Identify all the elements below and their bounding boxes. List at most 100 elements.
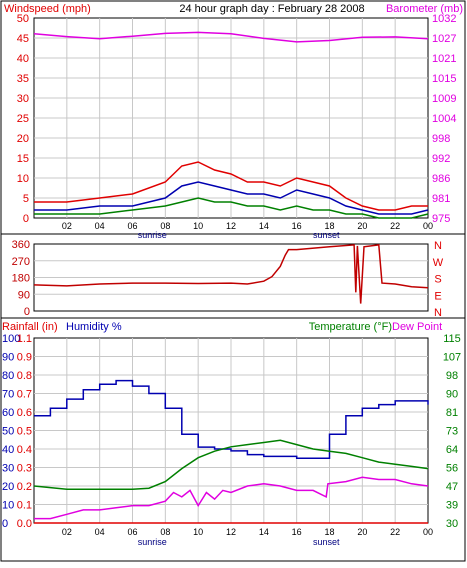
temp-tick-label: 98 [446, 370, 458, 382]
direction-tick-label: 270 [12, 256, 30, 268]
compass-label: N [434, 240, 442, 252]
rain-tick-label: 0.4 [17, 444, 32, 456]
x-tick-label: 18 [324, 221, 334, 231]
x-tick-label: 12 [226, 527, 236, 537]
rain-tick-label: 0.5 [17, 426, 32, 438]
humidity-tick-label: 80 [2, 370, 14, 382]
y-tick-label: 30 [17, 93, 29, 105]
humidity-tick-label: 90 [2, 352, 14, 364]
chart-title: 24 hour graph day : February 28 2008 [179, 3, 364, 15]
humidity-tick-label: 50 [2, 426, 14, 438]
wind-direction-line [33, 244, 429, 304]
series-line-2 [34, 197, 429, 219]
temp-tick-label: 115 [443, 333, 461, 345]
rainfall-axis-label: Rainfall (in) [2, 321, 58, 333]
x-tick-label: 16 [292, 527, 302, 537]
rain-tick-label: 1.1 [17, 333, 32, 345]
rain-tick-label: 0.8 [17, 370, 32, 382]
series-line-0 [34, 161, 428, 211]
x-tick-label: 22 [390, 527, 400, 537]
temp-tick-label: 64 [446, 444, 458, 456]
x-tick-label: 02 [62, 221, 72, 231]
y2-tick-label: 1021 [432, 53, 456, 65]
y2-tick-label: 981 [432, 193, 450, 205]
barometer-axis-label: Barometer (mb) [386, 3, 463, 15]
direction-tick-label: 180 [12, 273, 30, 285]
x-tick-label: 20 [357, 527, 367, 537]
temperature-axis-label: Temperature (°F) [309, 321, 392, 333]
rain-tick-label: 0.9 [17, 352, 32, 364]
rain-tick-label: 0.1 [17, 500, 32, 512]
x-tick-label: 10 [193, 221, 203, 231]
temp-tick-label: 56 [446, 463, 458, 475]
y2-tick-label: 998 [432, 133, 450, 145]
temp-tick-label: 107 [443, 352, 461, 364]
temp-tick-label: 90 [446, 389, 458, 401]
rain-tick-label: 0.6 [17, 407, 32, 419]
direction-tick-label: 360 [12, 239, 30, 251]
compass-label: N [434, 307, 442, 319]
x-tick-label: 04 [95, 221, 105, 231]
humidity-tick-label: 30 [2, 463, 14, 475]
x-tick-label: 10 [193, 527, 203, 537]
y-tick-label: 10 [17, 173, 29, 185]
y-tick-label: 40 [17, 53, 29, 65]
rain-tick-label: 0.0 [17, 518, 32, 530]
x-tick-label: 14 [259, 527, 269, 537]
series-line-2 [34, 476, 429, 520]
x-tick-label: 00 [423, 221, 433, 231]
y2-tick-label: 1027 [432, 33, 456, 45]
y-tick-label: 15 [17, 153, 29, 165]
x-tick-label: 02 [62, 527, 72, 537]
y-tick-label: 0 [23, 213, 29, 225]
y2-tick-label: 986 [432, 173, 450, 185]
humidity-axis-label: Humidity % [66, 321, 122, 333]
annotation-sunset: sunset [313, 230, 340, 240]
y2-tick-label: 1004 [432, 113, 456, 125]
annotation-sunrise: sunrise [138, 537, 167, 547]
x-tick-label: 14 [259, 221, 269, 231]
series-line-1 [34, 181, 429, 215]
x-tick-label: 18 [324, 527, 334, 537]
series-line-3 [33, 31, 429, 43]
x-tick-label: 08 [160, 527, 170, 537]
compass-label: W [433, 257, 444, 269]
y2-tick-label: 1015 [432, 73, 456, 85]
temp-tick-label: 81 [446, 407, 458, 419]
temp-tick-label: 39 [446, 500, 458, 512]
y-tick-label: 45 [17, 33, 29, 45]
humidity-tick-label: 70 [2, 389, 14, 401]
temp-tick-label: 30 [446, 518, 458, 530]
x-tick-label: 00 [423, 527, 433, 537]
x-tick-label: 06 [127, 221, 137, 231]
x-tick-label: 04 [95, 527, 105, 537]
x-tick-label: 16 [292, 221, 302, 231]
x-tick-label: 22 [390, 221, 400, 231]
compass-label: E [434, 290, 441, 302]
y-tick-label: 5 [23, 193, 29, 205]
rain-tick-label: 0.7 [17, 389, 32, 401]
rain-tick-label: 0.2 [17, 481, 32, 493]
y-tick-label: 50 [17, 13, 29, 25]
rain-tick-label: 0.3 [17, 463, 32, 475]
series-line-1 [33, 439, 429, 491]
y-tick-label: 25 [17, 113, 29, 125]
y2-tick-label: 1032 [432, 13, 456, 25]
dew-point-axis-label: Dew Point [392, 321, 442, 333]
humidity-tick-label: 40 [2, 444, 14, 456]
annotation-sunset: sunset [313, 537, 340, 547]
x-tick-label: 06 [127, 527, 137, 537]
y-tick-label: 20 [17, 133, 29, 145]
direction-tick-label: 0 [24, 306, 30, 318]
y2-tick-label: 992 [432, 153, 450, 165]
x-tick-label: 12 [226, 221, 236, 231]
temp-tick-label: 73 [446, 426, 458, 438]
compass-label: S [434, 274, 441, 286]
annotation-sunrise: sunrise [138, 230, 167, 240]
humidity-tick-label: 10 [2, 500, 14, 512]
